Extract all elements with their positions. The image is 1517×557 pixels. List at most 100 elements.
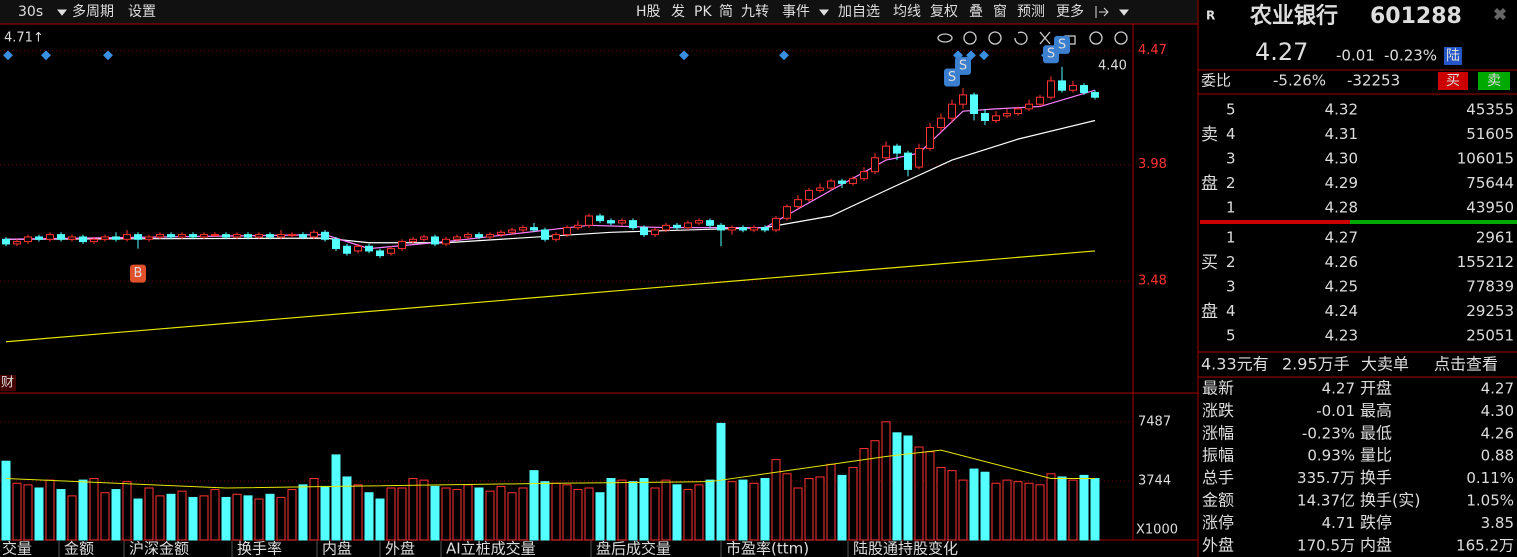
toolbar-button[interactable]: 事件 xyxy=(782,4,810,20)
toolbar-button[interactable]: 九转 xyxy=(741,4,769,20)
volume-bar xyxy=(441,487,451,541)
candle-body xyxy=(640,227,648,236)
candle-body xyxy=(882,145,890,159)
volume-bar xyxy=(562,484,572,541)
candle-body xyxy=(2,238,10,245)
indicator-tab[interactable]: 盘后成交量 xyxy=(596,540,671,557)
toolbar-button[interactable]: PK xyxy=(694,4,712,20)
tool-icon[interactable] xyxy=(1014,31,1028,45)
candle-body xyxy=(409,238,417,243)
candle-body xyxy=(189,234,197,238)
book-volume: 51605 xyxy=(1466,125,1514,143)
toolbar-button[interactable]: 预测 xyxy=(1017,4,1045,20)
indicator-tab[interactable]: 外盘 xyxy=(385,540,415,557)
buy-button-label[interactable]: 买 xyxy=(1446,73,1460,89)
volume-bar xyxy=(958,479,968,541)
signal-label[interactable]: S xyxy=(1058,37,1066,52)
signal-badge[interactable] xyxy=(130,264,146,283)
volume-bar xyxy=(375,498,385,541)
event-marker[interactable] xyxy=(41,50,51,61)
candle-body xyxy=(1080,85,1088,94)
indicator-tab[interactable]: 金额 xyxy=(64,540,94,557)
volume-bar xyxy=(133,498,143,541)
candle-body xyxy=(178,234,186,238)
candle-body xyxy=(1014,108,1022,115)
volume-bar xyxy=(1013,481,1023,541)
volume-bar xyxy=(925,451,935,541)
toolbar-button[interactable]: 更多 xyxy=(1056,3,1084,20)
tool-icon[interactable] xyxy=(963,31,977,45)
book-volume: 25051 xyxy=(1466,327,1514,345)
event-marker[interactable] xyxy=(679,50,689,61)
toolbar-button[interactable]: 窗 xyxy=(993,3,1007,20)
volume-bar xyxy=(221,496,231,541)
toolbar-button[interactable]: 均线 xyxy=(893,4,921,20)
toolbar-button[interactable]: 多周期 xyxy=(72,3,114,20)
toolbar-button[interactable]: H股 xyxy=(636,4,661,20)
indicator-tab[interactable]: 陆股通持股变化 xyxy=(853,540,958,557)
candle-body xyxy=(123,234,131,240)
tool-icon[interactable] xyxy=(1039,31,1051,45)
tool-icon[interactable] xyxy=(937,33,953,43)
volume-bar xyxy=(177,490,187,541)
book-price: 4.28 xyxy=(1325,199,1358,217)
book-volume: 29253 xyxy=(1466,302,1514,320)
big-order[interactable]: 点击查看 xyxy=(1434,355,1498,374)
candle-body xyxy=(871,157,879,173)
volume-bar xyxy=(23,484,33,541)
indicator-tab[interactable]: 市盈率(ttm) xyxy=(726,540,809,557)
book-price: 4.25 xyxy=(1325,278,1358,296)
candle-body xyxy=(948,103,956,119)
tool-icon[interactable] xyxy=(1089,31,1103,45)
sell-button-label[interactable]: 卖 xyxy=(1487,73,1501,89)
buy-button[interactable] xyxy=(1438,72,1468,90)
indicator-tab[interactable]: 沪深金额 xyxy=(129,540,189,557)
toolbar-button[interactable]: 设置 xyxy=(128,4,156,20)
candle-body xyxy=(563,227,571,236)
candle-body xyxy=(200,234,208,238)
volume-bar xyxy=(408,478,418,541)
event-marker[interactable] xyxy=(779,50,789,61)
volume-bar xyxy=(100,492,110,541)
book-price: 4.23 xyxy=(1325,327,1358,345)
volume-bar xyxy=(496,485,506,541)
icon[interactable] xyxy=(56,9,68,16)
toolbar-button[interactable]: 叠 xyxy=(969,4,983,20)
signal-label[interactable]: S xyxy=(948,70,956,85)
settings-icon[interactable] xyxy=(1494,8,1506,20)
indicator-tab[interactable]: 交量 xyxy=(2,540,32,557)
signal-label[interactable]: S xyxy=(959,58,967,73)
stat-value: 165.2万 xyxy=(1456,536,1514,554)
signal-badge[interactable] xyxy=(1054,35,1070,54)
candle-body xyxy=(167,234,175,238)
volume-bar xyxy=(298,484,308,541)
icon[interactable] xyxy=(1118,9,1130,16)
book-level: 3 xyxy=(1226,150,1236,168)
icon[interactable] xyxy=(1095,6,1109,18)
tool-icon[interactable] xyxy=(988,31,1002,45)
event-marker[interactable] xyxy=(979,50,989,61)
book-volume: 106015 xyxy=(1457,150,1514,168)
signal-badge[interactable] xyxy=(955,56,971,75)
book-level: 3 xyxy=(1226,278,1236,296)
stat-label: 金额 xyxy=(1202,491,1234,510)
big-order: 大卖单 xyxy=(1361,355,1409,374)
finance-tag[interactable]: 财 xyxy=(1,376,14,391)
volume-bar xyxy=(419,479,429,541)
indicator-tab[interactable]: 内盘 xyxy=(322,540,352,557)
volume-bar xyxy=(705,479,715,541)
signal-label[interactable]: S xyxy=(1047,47,1055,62)
sell-button[interactable] xyxy=(1478,72,1510,90)
volume-bar xyxy=(771,459,781,541)
toolbar-button[interactable]: 30s xyxy=(18,4,43,20)
volume-bar xyxy=(122,481,132,541)
toolbar-button[interactable]: 复权 xyxy=(930,3,958,20)
indicator-tab[interactable]: AI立桩成交量 xyxy=(446,540,536,557)
toolbar-button[interactable]: 简 xyxy=(719,3,733,20)
icon[interactable] xyxy=(818,9,830,16)
toolbar-button[interactable]: 发 xyxy=(671,4,685,20)
tool-icon[interactable] xyxy=(1114,31,1128,45)
indicator-tab[interactable]: 换手率 xyxy=(237,540,282,557)
toolbar-button[interactable]: 加自选 xyxy=(838,4,880,20)
signal-label[interactable]: B xyxy=(134,266,143,281)
